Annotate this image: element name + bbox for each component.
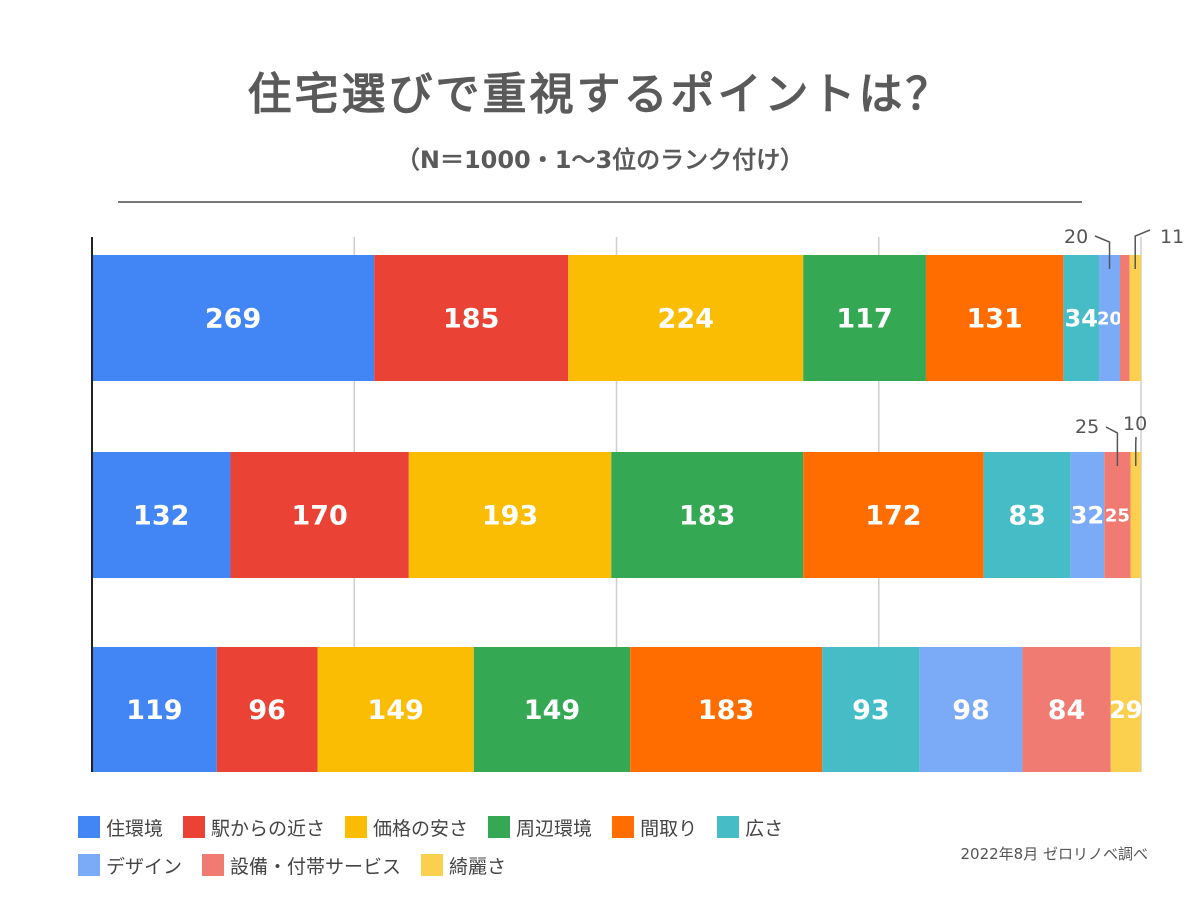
callout-label: 11 — [1160, 226, 1184, 248]
data-label: 193 — [482, 501, 538, 532]
legend-item: デザイン — [78, 852, 182, 879]
callout-label: 25 — [1075, 416, 1099, 438]
legend-label: 価格の安さ — [373, 817, 469, 840]
bar-segment — [803, 255, 926, 381]
callout-leader — [1105, 426, 1119, 466]
data-label: 269 — [205, 304, 261, 335]
callout-leader — [1094, 235, 1111, 269]
bar-segment — [317, 647, 474, 772]
legend: 住環境 駅からの近さ 価格の安さ 周辺環境 間取り 広さデザイン 設備・付帯サービス 綺麗さ — [78, 808, 938, 884]
bar-segment — [92, 452, 231, 578]
legend-label: 周辺環境 — [516, 817, 593, 840]
legend-swatch — [78, 854, 100, 876]
callout-label: 20 — [1064, 226, 1088, 248]
bar-segment — [473, 647, 631, 772]
legend-swatch — [612, 816, 635, 838]
legend-label: 住環境 — [106, 817, 164, 840]
legend-item: 広さ — [717, 814, 783, 841]
legend-item: 住環境 — [78, 814, 163, 841]
data-label: 32 — [1071, 502, 1104, 530]
bar-segment — [1129, 255, 1141, 381]
data-label: 132 — [133, 501, 189, 532]
bar-segment — [92, 255, 375, 381]
bar-segment — [1063, 255, 1100, 381]
callout-label: 10 — [1123, 413, 1147, 435]
title-divider — [118, 201, 1082, 203]
data-label: 84 — [1048, 695, 1086, 726]
legend-swatch — [345, 816, 368, 838]
bar-segment — [1130, 452, 1141, 578]
bar-segment — [1110, 647, 1141, 772]
data-label: 183 — [679, 501, 735, 532]
bar-segment — [230, 452, 409, 578]
bar-segment — [983, 452, 1071, 578]
legend-item: 間取り — [612, 814, 697, 841]
legend-swatch — [78, 816, 100, 838]
data-label: 96 — [248, 695, 286, 726]
data-label: 185 — [443, 304, 499, 335]
data-label: 98 — [952, 695, 990, 726]
bar-segment — [1120, 255, 1130, 381]
data-label: 149 — [524, 695, 580, 726]
bar-segment — [216, 647, 318, 772]
legend-swatch — [183, 816, 206, 838]
data-label: 117 — [836, 304, 892, 335]
legend-item: 周辺環境 — [488, 814, 592, 841]
legend-label: 綺麗さ — [449, 855, 507, 878]
data-label: 149 — [367, 695, 423, 726]
data-label: 20 — [1097, 308, 1122, 329]
bar-segment — [568, 255, 804, 381]
data-label: 170 — [291, 501, 347, 532]
data-label: 183 — [698, 695, 754, 726]
data-label: 29 — [1109, 696, 1142, 724]
callout-leader — [1134, 229, 1151, 269]
legend-label: 駅からの近さ — [211, 817, 326, 840]
legend-item: 価格の安さ — [345, 814, 468, 841]
bar-segment — [92, 647, 217, 772]
data-label: 25 — [1105, 505, 1130, 526]
chart-subtitle: （N＝1000・1〜3位のランク付け） — [395, 146, 805, 174]
legend-row: 住環境 駅からの近さ 価格の安さ 周辺環境 間取り 広さ — [78, 808, 938, 846]
legend-item: 綺麗さ — [421, 852, 506, 879]
legend-label: 設備・付帯サービス — [230, 855, 402, 878]
legend-item: 設備・付帯サービス — [202, 852, 401, 879]
bar-segment — [919, 647, 1023, 772]
data-label: 93 — [852, 695, 890, 726]
data-label: 131 — [966, 304, 1022, 335]
legend-row: デザイン 設備・付帯サービス 綺麗さ — [78, 846, 938, 884]
data-label: 83 — [1008, 501, 1046, 532]
bar-segment — [408, 452, 612, 578]
bar-segment — [374, 255, 569, 381]
legend-item: 駅からの近さ — [183, 814, 325, 841]
bar-segment — [822, 647, 920, 772]
legend-label: 広さ — [745, 817, 784, 840]
legend-swatch — [717, 816, 740, 838]
bar-segment — [1099, 255, 1121, 381]
bar-segment — [925, 255, 1064, 381]
bar-segment — [803, 452, 984, 578]
legend-label: 間取り — [640, 817, 698, 840]
legend-swatch — [488, 816, 511, 838]
chart-title: 住宅選びで重視するポイントは？ — [247, 69, 953, 120]
bar-segment — [611, 452, 804, 578]
bar-segment — [1070, 452, 1105, 578]
data-label: 172 — [865, 501, 921, 532]
legend-label: デザイン — [106, 855, 183, 878]
data-label: 34 — [1065, 305, 1098, 333]
legend-swatch — [421, 854, 444, 876]
bar-segment — [1104, 452, 1131, 578]
legend-swatch — [202, 854, 225, 876]
bar-segment — [1022, 647, 1111, 772]
source-note: 2022年8月 ゼロリノベ調べ — [960, 845, 1149, 863]
data-label: 119 — [126, 695, 182, 726]
bar-segment — [630, 647, 823, 772]
data-label: 224 — [658, 304, 714, 335]
